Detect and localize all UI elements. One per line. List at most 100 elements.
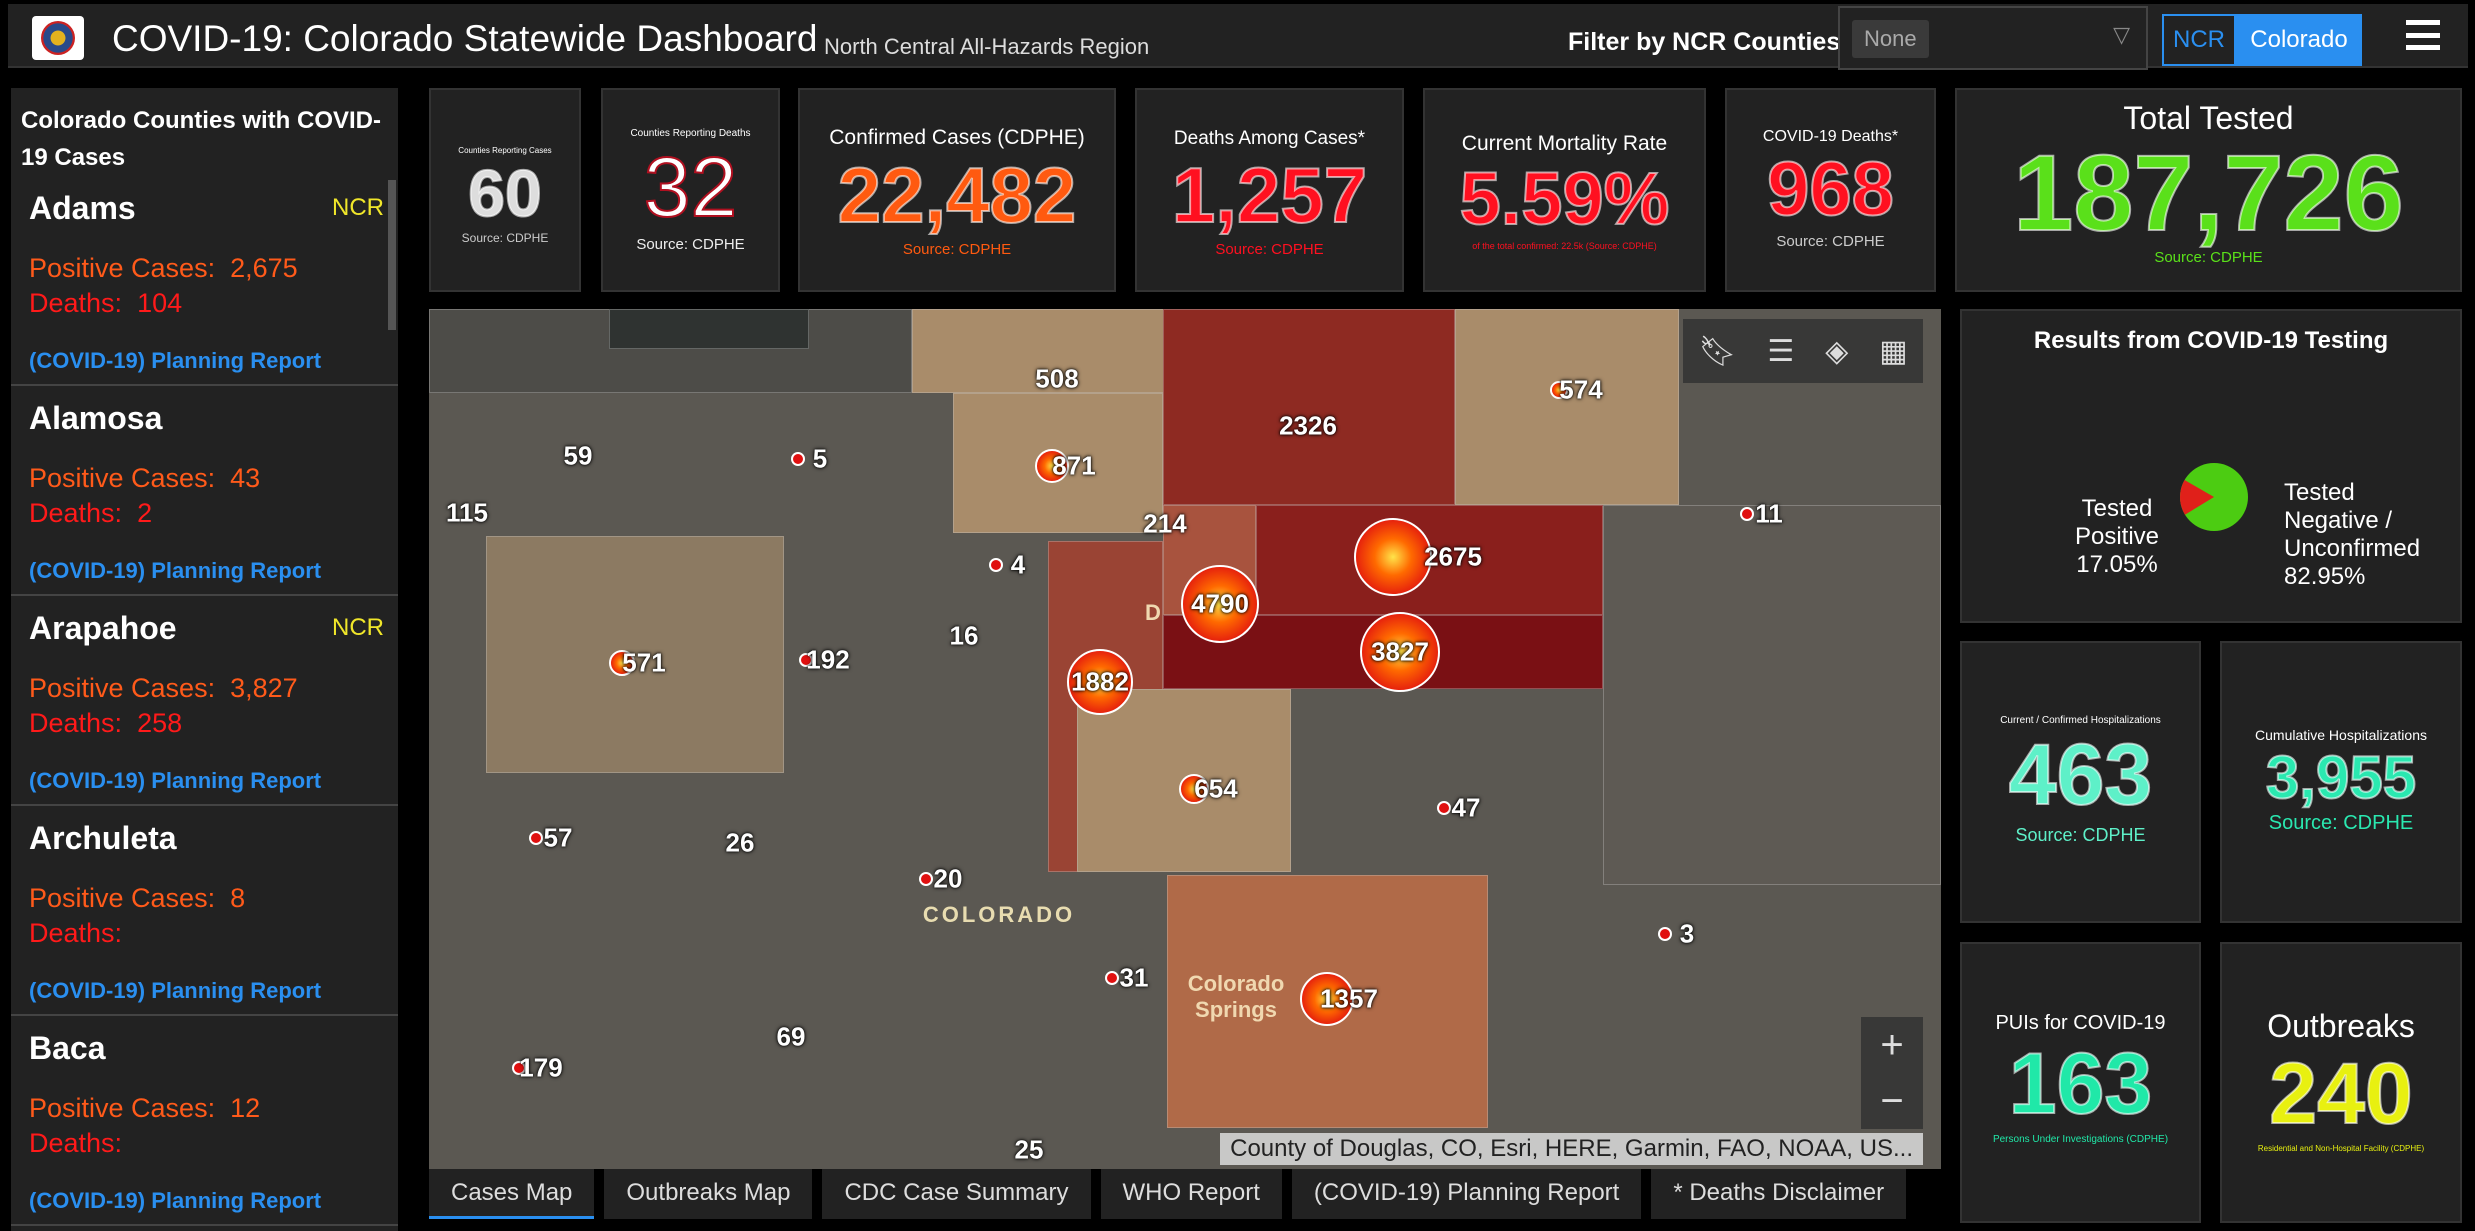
testing-pie-chart bbox=[2180, 463, 2248, 531]
tab-3[interactable]: WHO Report bbox=[1100, 1169, 1282, 1219]
colorado-button[interactable]: Colorado bbox=[2236, 14, 2362, 66]
denver-label: D bbox=[1145, 600, 1161, 625]
card-value: 187,726 bbox=[2012, 132, 2404, 253]
planning-report-link[interactable]: (COVID-19) Planning Report bbox=[29, 1188, 322, 1213]
card-value: 968 bbox=[1766, 146, 1895, 233]
layers-icon[interactable]: ◈ bbox=[1825, 334, 1849, 368]
card-label: Deaths Among Cases* bbox=[1173, 128, 1366, 149]
tab-0[interactable]: Cases Map bbox=[429, 1169, 595, 1219]
card-source: Persons Under Investigations (CDPHE) bbox=[1992, 1134, 2169, 1145]
case-bubble[interactable] bbox=[1658, 927, 1672, 941]
tab-4[interactable]: (COVID-19) Planning Report bbox=[1291, 1169, 1642, 1219]
county-name: Alamosa bbox=[29, 400, 163, 436]
tab-5[interactable]: * Deaths Disclaimer bbox=[1651, 1169, 1907, 1219]
planning-report-link[interactable]: (COVID-19) Planning Report bbox=[29, 348, 322, 373]
case-bubble[interactable] bbox=[1360, 612, 1440, 692]
county-case-label: 574 bbox=[1559, 374, 1603, 405]
case-bubble[interactable] bbox=[1035, 449, 1069, 483]
zoom-control: + − bbox=[1861, 1017, 1923, 1129]
case-bubble[interactable] bbox=[512, 1061, 526, 1075]
card-source: Source: CDPHE bbox=[902, 241, 1012, 258]
county-name: Baca bbox=[29, 1030, 106, 1066]
county-case-label: 571 bbox=[622, 647, 666, 678]
county-case-label: 179 bbox=[519, 1052, 563, 1083]
testing-results-card: Results from COVID-19 Testing Tested Pos… bbox=[1960, 309, 2462, 623]
case-bubble[interactable] bbox=[989, 558, 1003, 572]
county-case-label: 26 bbox=[725, 827, 755, 858]
county-list-item[interactable]: Archuleta Positive Cases: 8 Deaths: (COV… bbox=[11, 806, 398, 1016]
page-subtitle: North Central All-Hazards Region bbox=[824, 34, 1150, 59]
counties-reporting-deaths-card: Counties Reporting Deaths 32 Source: CDP… bbox=[601, 88, 780, 292]
card-source: Source: CDPHE bbox=[2154, 249, 2263, 266]
card-source: Source: CDPHE bbox=[1215, 241, 1324, 258]
county-case-label: 1357 bbox=[1320, 983, 1378, 1014]
case-bubble[interactable] bbox=[1067, 649, 1133, 715]
county-list-item[interactable]: Adams NCR Positive Cases: 2,675 Deaths: … bbox=[11, 176, 398, 386]
card-label: Total Tested bbox=[2123, 100, 2294, 136]
card-label: Current / Confirmed Hospitalizations bbox=[2000, 715, 2161, 726]
county-list-scrollbar[interactable] bbox=[388, 180, 396, 330]
cases-map[interactable]: COLORADO Colorado Springs D 508 2326 574 59… bbox=[429, 309, 1941, 1169]
tested-negative-legend: Tested Negative / Unconfirmed 82.95% bbox=[2284, 479, 2421, 590]
planning-report-link[interactable]: (COVID-19) Planning Report bbox=[29, 978, 322, 1003]
cumulative-hospitalizations-card: Cumulative Hospitalizations 3,955 Source… bbox=[2220, 641, 2462, 923]
case-bubble[interactable] bbox=[1740, 507, 1754, 521]
county-case-label: 47 bbox=[1451, 792, 1481, 823]
total-tested-card: Total Tested 187,726 Source: CDPHE bbox=[1955, 88, 2462, 292]
card-source: Residential and Non-Hospital Facility (C… bbox=[2257, 1144, 2425, 1153]
positive-cases: Positive Cases: 2,675 bbox=[29, 253, 298, 283]
county-case-label: 11 bbox=[1755, 498, 1783, 529]
tab-1[interactable]: Outbreaks Map bbox=[604, 1169, 813, 1219]
card-source: of the total confirmed: 22.5k (Source: C… bbox=[1472, 241, 1657, 251]
deaths: Deaths: 2 bbox=[29, 498, 153, 528]
tab-2[interactable]: CDC Case Summary bbox=[822, 1169, 1091, 1219]
county-name: Arapahoe bbox=[29, 610, 177, 646]
zoom-in-icon[interactable]: + bbox=[1880, 1022, 1904, 1067]
case-bubble[interactable] bbox=[919, 872, 933, 886]
county-case-label: 20 bbox=[933, 863, 963, 894]
puis-card: PUIs for COVID-19 163 Persons Under Inve… bbox=[1960, 942, 2201, 1223]
card-label: Counties Reporting Deaths bbox=[630, 128, 751, 139]
positive-cases: Positive Cases: 43 bbox=[29, 463, 261, 493]
county-list-item[interactable]: Arapahoe NCR Positive Cases: 3,827 Death… bbox=[11, 596, 398, 806]
county-list-item[interactable]: Alamosa Positive Cases: 43 Deaths: 2 (CO… bbox=[11, 386, 398, 596]
planning-report-link[interactable]: (COVID-19) Planning Report bbox=[29, 558, 322, 583]
legend-list-icon[interactable]: ☰ bbox=[1767, 334, 1795, 368]
case-bubble[interactable] bbox=[791, 452, 805, 466]
zoom-out-icon[interactable]: − bbox=[1880, 1078, 1904, 1123]
card-source: Source: CDPHE bbox=[1776, 233, 1885, 250]
card-value: 22,482 bbox=[837, 150, 1078, 240]
card-value: 3,955 bbox=[2265, 743, 2417, 812]
county-list-item[interactable]: Baca Positive Cases: 12 Deaths: (COVID-1… bbox=[11, 1016, 398, 1226]
case-bubble[interactable] bbox=[1354, 518, 1432, 596]
current-hospitalizations-card: Current / Confirmed Hospitalizations 463… bbox=[1960, 641, 2201, 923]
case-bubble[interactable] bbox=[1300, 972, 1354, 1026]
county-case-label: 508 bbox=[1035, 363, 1079, 394]
card-label: Confirmed Cases (CDPHE) bbox=[829, 126, 1085, 149]
bookmark-icon[interactable]: 🔖︎ bbox=[1698, 334, 1737, 368]
case-bubble[interactable] bbox=[529, 831, 543, 845]
case-bubble[interactable] bbox=[609, 650, 635, 676]
case-bubble[interactable] bbox=[1437, 801, 1451, 815]
case-bubble[interactable] bbox=[1179, 774, 1209, 804]
ncr-button[interactable]: NCR bbox=[2162, 14, 2236, 66]
case-bubble[interactable] bbox=[1105, 971, 1119, 985]
card-value: 32 bbox=[643, 139, 738, 235]
ncr-county-filter-select[interactable]: None ▽ bbox=[1838, 6, 2148, 70]
planning-report-link[interactable]: (COVID-19) Planning Report bbox=[29, 768, 322, 793]
basemap-gallery-icon[interactable]: ▦ bbox=[1879, 334, 1908, 368]
positive-cases: Positive Cases: 8 bbox=[29, 883, 246, 913]
county-case-label: 69 bbox=[776, 1021, 806, 1052]
county-case-label: 1882 bbox=[1071, 666, 1129, 697]
case-bubble[interactable] bbox=[799, 653, 813, 667]
filter-selected-chip: None bbox=[1852, 20, 1929, 58]
case-bubble[interactable] bbox=[1550, 381, 1568, 399]
county-case-label: 16 bbox=[949, 620, 979, 651]
city-label: Colorado Springs bbox=[1187, 971, 1285, 1022]
card-source: Source: CDPHE bbox=[461, 231, 549, 245]
case-bubble[interactable] bbox=[1181, 565, 1259, 643]
county-case-label: 2675 bbox=[1424, 541, 1482, 572]
hamburger-menu-icon[interactable] bbox=[2406, 20, 2440, 50]
page-title: COVID-19: Colorado Statewide Dashboard bbox=[112, 18, 818, 59]
mortality-rate-card: Current Mortality Rate 5.59% of the tota… bbox=[1423, 88, 1706, 292]
